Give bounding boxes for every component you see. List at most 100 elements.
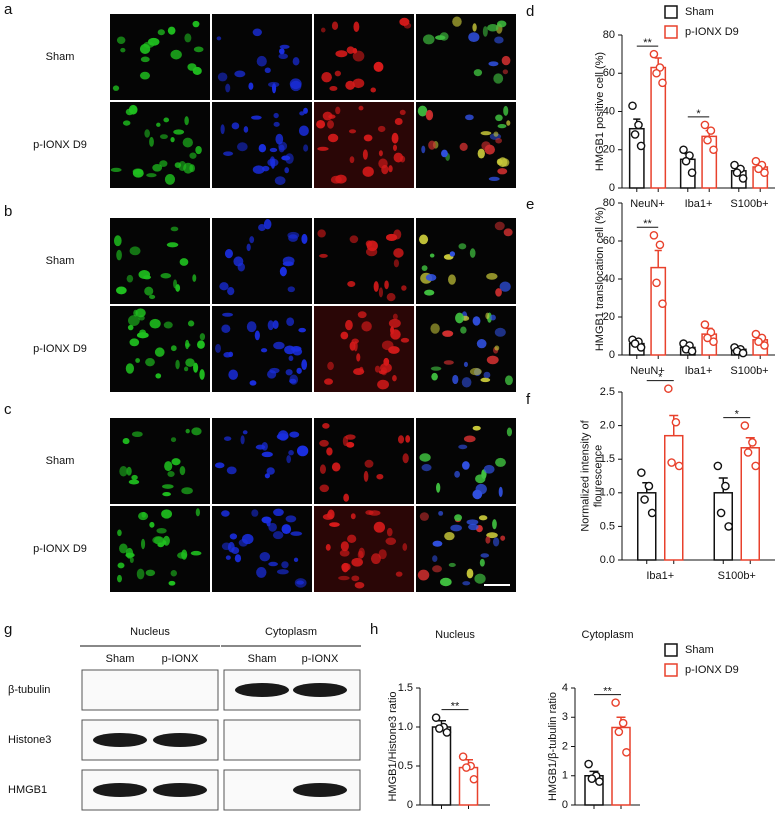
cell [352,50,365,62]
cell [329,86,338,91]
cell [462,461,470,470]
cell [199,333,206,341]
cell [374,365,381,373]
cell [238,538,248,547]
cell [380,367,388,376]
cell [378,287,384,298]
data-point [442,728,452,737]
cell [331,21,339,31]
cell [495,114,503,122]
cell [351,338,359,344]
micrograph [314,506,414,592]
cell [223,151,234,156]
cell [505,375,513,386]
cell [149,318,161,329]
data-point [671,417,681,427]
cell [153,536,164,545]
data-point [595,777,604,786]
cell [287,231,300,239]
cell [388,346,400,354]
cell [296,580,305,585]
bar [611,726,631,806]
cell [419,512,429,521]
cell [261,165,270,172]
cell [138,270,151,279]
data-point [674,461,684,471]
cell [373,281,379,292]
cell [443,360,454,365]
micrograph [110,218,210,304]
cell [452,374,459,385]
legend-swatch [664,663,678,677]
cell [345,319,353,331]
y-tick-label: 20 [603,144,615,156]
cell [469,367,482,376]
cell [152,164,163,172]
data-point [435,724,444,733]
blot-frame [81,669,219,711]
y-tick-label: 2.0 [600,420,615,432]
y-tick-label: 40 [603,273,615,285]
cell [159,134,168,140]
cell [472,489,483,500]
cell [506,120,511,126]
cell [216,36,222,41]
cell [364,459,374,468]
cell [273,508,284,517]
cell [496,20,507,28]
y-tick-label: 1 [562,770,568,782]
data-point [703,135,712,145]
cell [503,105,509,116]
blot-frame [223,719,361,761]
cell [293,557,299,562]
cell [373,521,386,533]
row-label: p-IONX D9 [33,343,87,355]
cell [227,287,235,296]
band [235,683,289,697]
cell [400,337,410,343]
cell [327,133,339,143]
cell [495,288,502,297]
cell [419,453,431,462]
cell [223,352,232,358]
cell [164,174,176,185]
cell [157,29,165,36]
cell [135,358,141,363]
cell [141,538,146,550]
cell [115,286,127,295]
cell [231,122,240,130]
cell [113,235,122,247]
cell [466,568,474,579]
cell [506,427,513,437]
cell [129,338,140,347]
cell [421,464,432,472]
cell [460,326,467,334]
x-tick-label: Iba1+ [685,365,713,377]
cell [175,284,181,292]
cell [126,274,134,283]
cell [122,438,130,445]
cell [403,22,412,29]
cell [463,435,476,443]
x-tick-label: S100b+ [730,365,768,377]
cell [144,286,154,296]
cell [381,164,389,175]
cell [492,537,500,547]
cell [459,142,468,151]
cell [353,21,360,32]
cell [116,36,126,45]
cell [178,161,187,172]
significance-label: * [658,372,663,384]
data-point [754,337,763,347]
cell [252,28,262,37]
y-tick-label: 80 [603,29,615,41]
data-point [647,508,657,518]
cell [145,569,156,577]
cell [472,425,481,431]
cell [154,347,165,357]
legend-label: Sham [685,644,714,656]
cell [187,63,197,71]
data-point [614,727,624,737]
row-label: Sham [46,455,75,467]
cell [441,149,448,158]
